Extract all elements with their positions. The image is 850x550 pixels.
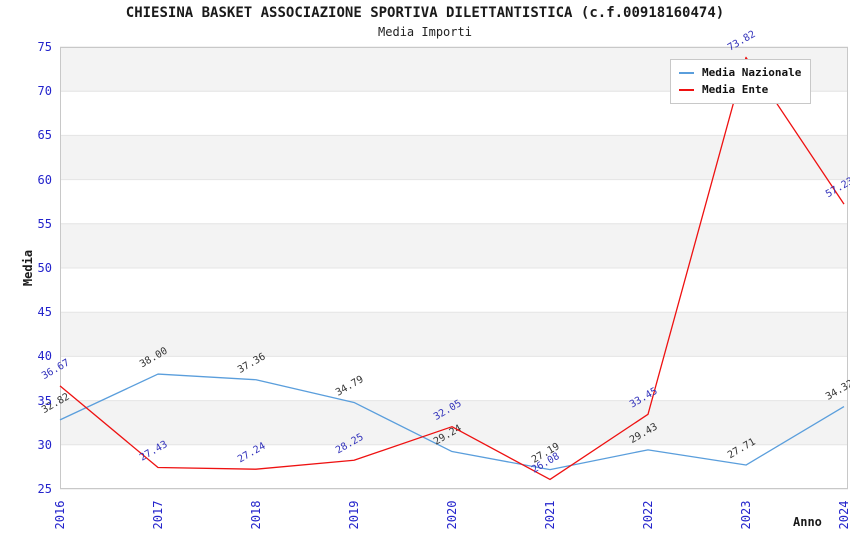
x-tick-label: 2019 <box>347 500 361 530</box>
value-label-media-ente: 33.45 <box>628 386 660 411</box>
legend-label: Media Ente <box>702 83 769 96</box>
y-tick-label: 30 <box>37 437 52 452</box>
y-axis-title: Media <box>21 249 35 287</box>
value-label-media-nazionale: 29.24 <box>432 423 464 448</box>
line-swatch-icon <box>679 88 694 91</box>
value-label-media-nazionale: 38.00 <box>138 346 170 371</box>
legend-item-media-nazionale: Media Nazionale <box>679 65 802 80</box>
series-line-media-ente <box>59 56 845 481</box>
y-tick-label: 75 <box>37 40 52 54</box>
value-label-media-nazionale: 37.36 <box>236 351 268 376</box>
y-tick-label: 40 <box>37 349 52 364</box>
value-label-media-ente: 32.05 <box>432 398 464 423</box>
plot-area: 32.82 38.00 37.36 34.79 29.24 27.19 29.43 27.71… <box>40 29 850 490</box>
x-tick-label: 2021 <box>543 500 557 530</box>
value-label-media-ente: 27.43 <box>138 439 170 464</box>
legend: Media Nazionale Media Ente <box>670 59 811 104</box>
series-line-media-nazionale <box>59 373 845 471</box>
value-label-media-nazionale: 34.79 <box>334 374 366 399</box>
x-tick-label: 2017 <box>151 500 165 530</box>
x-axis-title: Anno <box>793 515 822 529</box>
value-label-media-nazionale: 34.32 <box>824 378 850 403</box>
value-label-media-ente: 28.25 <box>334 432 366 457</box>
x-tick-label: 2024 <box>837 500 850 530</box>
chart-title: CHIESINA BASKET ASSOCIAZIONE SPORTIVA DI… <box>125 5 725 21</box>
legend-item-media-ente: Media Ente <box>679 82 802 97</box>
y-tick-label: 50 <box>37 261 52 275</box>
y-tick-label: 60 <box>37 172 52 187</box>
x-tick-label: 2016 <box>53 500 67 530</box>
plot-border <box>60 47 848 489</box>
value-label-media-nazionale: 27.71 <box>726 437 758 462</box>
x-tick-label: 2020 <box>445 500 459 530</box>
x-tick-label: 2022 <box>641 500 655 530</box>
y-tick-label: 65 <box>37 128 52 143</box>
chart-subtitle: Media Importi <box>378 25 472 39</box>
x-tick-label: 2018 <box>249 500 263 530</box>
line-swatch-icon <box>679 71 694 74</box>
x-tick-label: 2023 <box>739 500 753 530</box>
y-tick-label: 55 <box>37 216 52 231</box>
y-tick-label: 45 <box>37 305 52 320</box>
y-tick-label: 70 <box>37 84 52 99</box>
y-tick-label: 35 <box>37 393 52 408</box>
legend-label: Media Nazionale <box>702 66 802 79</box>
y-tick-label: 25 <box>37 482 52 496</box>
